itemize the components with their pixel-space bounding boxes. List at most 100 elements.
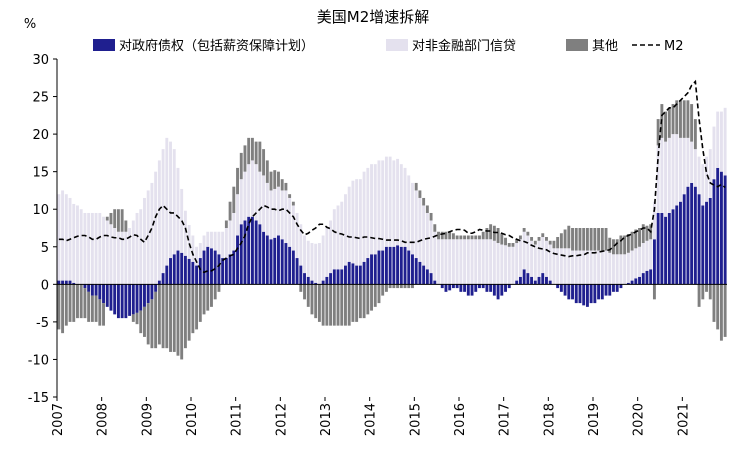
bar-2-158 xyxy=(645,240,649,271)
bar-3-79 xyxy=(351,284,355,322)
bar-3-77 xyxy=(344,284,347,326)
bar-1-150 xyxy=(615,284,619,292)
bar-3-151 xyxy=(619,235,623,255)
bar-1-64 xyxy=(295,258,299,285)
bar-2-49 xyxy=(239,179,243,225)
bar-3-102 xyxy=(437,231,440,240)
bar-3-179 xyxy=(723,284,727,337)
bar-1-79 xyxy=(351,263,355,285)
bar-3-134 xyxy=(556,237,560,249)
bar-1-71 xyxy=(321,280,325,285)
bar-1-147 xyxy=(604,284,608,296)
bar-2-40 xyxy=(206,231,210,247)
bar-1-33 xyxy=(180,252,184,285)
bar-3-145 xyxy=(597,228,601,251)
legend: 对政府债权（包括薪资保障计划） 对非金融部门信贷 其他 M2 xyxy=(93,38,684,54)
bar-3-12 xyxy=(102,303,105,326)
x-tick-label: 2012 xyxy=(274,403,289,436)
legend-swatch-3 xyxy=(566,39,588,51)
bar-1-77 xyxy=(344,265,347,285)
bar-3-78 xyxy=(347,284,351,326)
bar-1-116 xyxy=(489,284,493,292)
legend-label-3: 其他 xyxy=(592,39,618,54)
bar-2-15 xyxy=(113,228,117,285)
bar-2-151 xyxy=(619,254,623,285)
bar-3-41 xyxy=(210,284,213,307)
bar-2-148 xyxy=(608,252,612,285)
bar-2-92 xyxy=(399,164,403,247)
x-tick-label: 2007 xyxy=(51,403,66,436)
bar-1-56 xyxy=(265,235,269,285)
bar-2-156 xyxy=(638,246,641,277)
bar-2-176 xyxy=(712,126,716,180)
bar-2-133 xyxy=(552,248,556,285)
bar-2-64 xyxy=(295,212,299,259)
bar-2-78 xyxy=(347,186,351,262)
bar-3-25 xyxy=(150,299,154,349)
bar-3-49 xyxy=(239,152,243,180)
bar-3-20 xyxy=(131,314,135,322)
bar-2-131 xyxy=(545,240,548,277)
bar-3-120 xyxy=(504,237,507,246)
bar-3-97 xyxy=(418,190,422,198)
legend-label-4: M2 xyxy=(664,39,684,54)
bar-3-137 xyxy=(567,225,571,249)
bar-2-8 xyxy=(87,212,91,285)
bar-1-26 xyxy=(154,284,158,292)
bar-2-60 xyxy=(280,190,284,240)
bar-3-59 xyxy=(277,171,280,187)
bar-1-7 xyxy=(83,284,87,289)
bar-2-54 xyxy=(258,171,262,225)
bar-3-40 xyxy=(206,284,210,311)
bar-2-157 xyxy=(641,243,645,274)
bar-3-35 xyxy=(187,284,191,341)
bar-1-11 xyxy=(98,284,102,300)
bar-1-13 xyxy=(105,284,109,307)
legend-swatch-1 xyxy=(93,39,115,51)
bar-1-145 xyxy=(597,284,601,300)
bar-3-154 xyxy=(630,231,634,251)
bar-2-82 xyxy=(362,171,366,262)
bar-2-45 xyxy=(224,228,228,259)
bar-2-85 xyxy=(373,164,377,255)
bar-1-29 xyxy=(165,265,169,285)
bar-3-101 xyxy=(433,224,437,232)
bar-3-174 xyxy=(705,284,708,292)
bar-1-61 xyxy=(284,243,288,285)
bar-2-111 xyxy=(470,239,474,285)
bar-1-89 xyxy=(388,246,392,285)
bar-2-65 xyxy=(299,224,303,266)
bar-3-68 xyxy=(310,284,314,315)
bar-1-114 xyxy=(481,284,485,289)
x-tick-label: 2009 xyxy=(140,403,155,436)
bar-2-14 xyxy=(109,224,113,285)
bar-1-12 xyxy=(102,284,105,304)
bar-1-41 xyxy=(210,248,213,285)
legend-label-2: 对非金融部门信贷 xyxy=(412,38,516,54)
bar-2-37 xyxy=(195,246,199,266)
bar-3-26 xyxy=(154,291,158,349)
bar-1-62 xyxy=(288,246,292,285)
bar-2-110 xyxy=(466,239,470,285)
bar-3-140 xyxy=(578,228,582,251)
bar-2-154 xyxy=(630,250,634,281)
bar-1-148 xyxy=(608,284,612,296)
bar-2-2 xyxy=(64,194,68,281)
bar-2-77 xyxy=(344,194,347,266)
bar-1-51 xyxy=(247,216,251,285)
bar-3-139 xyxy=(574,228,578,251)
bar-1-31 xyxy=(172,254,176,285)
bar-3-119 xyxy=(500,233,504,245)
bar-2-13 xyxy=(105,220,109,285)
bar-1-138 xyxy=(571,284,574,300)
x-tick-label: 2010 xyxy=(185,403,200,436)
bar-2-46 xyxy=(228,220,232,255)
bar-1-19 xyxy=(128,284,132,316)
bar-2-84 xyxy=(370,164,373,255)
bar-2-116 xyxy=(489,239,493,285)
bar-1-109 xyxy=(463,284,467,292)
bar-2-4 xyxy=(72,203,76,283)
bar-2-86 xyxy=(377,160,381,251)
x-tick-label: 2013 xyxy=(319,403,334,436)
bar-2-152 xyxy=(623,254,627,285)
